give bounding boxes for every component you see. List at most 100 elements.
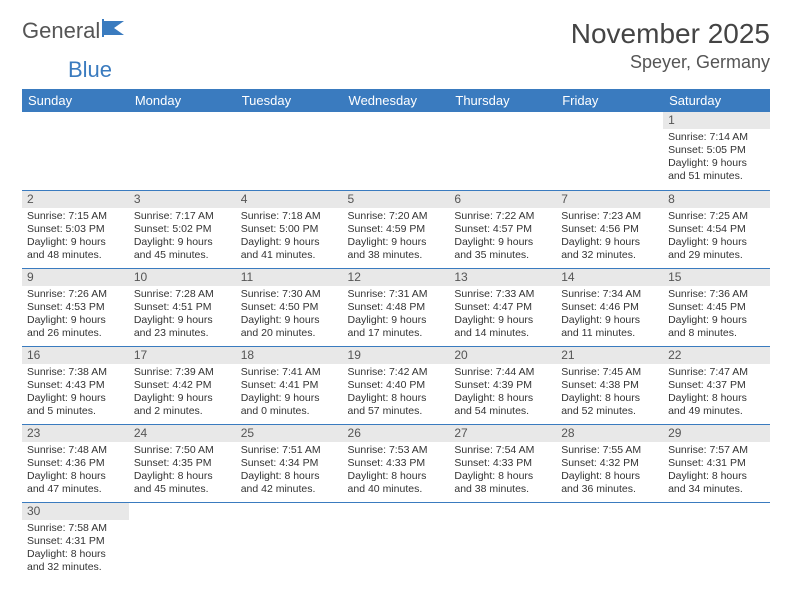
day-number: 5 <box>343 191 450 208</box>
day-cell: 18Sunrise: 7:41 AMSunset: 4:41 PMDayligh… <box>236 346 343 424</box>
day-details: Sunrise: 7:36 AMSunset: 4:45 PMDaylight:… <box>663 286 770 344</box>
day-cell: 29Sunrise: 7:57 AMSunset: 4:31 PMDayligh… <box>663 424 770 502</box>
day-details: Sunrise: 7:58 AMSunset: 4:31 PMDaylight:… <box>22 520 129 578</box>
day-cell: 27Sunrise: 7:54 AMSunset: 4:33 PMDayligh… <box>449 424 556 502</box>
logo-text-general: General <box>22 18 100 44</box>
day-details: Sunrise: 7:25 AMSunset: 4:54 PMDaylight:… <box>663 208 770 266</box>
day-number: 18 <box>236 347 343 364</box>
day-cell: 15Sunrise: 7:36 AMSunset: 4:45 PMDayligh… <box>663 268 770 346</box>
day-cell: 9Sunrise: 7:26 AMSunset: 4:53 PMDaylight… <box>22 268 129 346</box>
day-details: Sunrise: 7:14 AMSunset: 5:05 PMDaylight:… <box>663 129 770 187</box>
calendar-row: 9Sunrise: 7:26 AMSunset: 4:53 PMDaylight… <box>22 268 770 346</box>
empty-cell <box>343 502 450 580</box>
empty-cell <box>556 502 663 580</box>
day-cell: 5Sunrise: 7:20 AMSunset: 4:59 PMDaylight… <box>343 190 450 268</box>
day-cell: 19Sunrise: 7:42 AMSunset: 4:40 PMDayligh… <box>343 346 450 424</box>
day-details: Sunrise: 7:45 AMSunset: 4:38 PMDaylight:… <box>556 364 663 422</box>
day-number: 26 <box>343 425 450 442</box>
day-cell: 3Sunrise: 7:17 AMSunset: 5:02 PMDaylight… <box>129 190 236 268</box>
day-details: Sunrise: 7:17 AMSunset: 5:02 PMDaylight:… <box>129 208 236 266</box>
day-number: 13 <box>449 269 556 286</box>
weekday-header: Friday <box>556 89 663 112</box>
empty-cell <box>556 112 663 190</box>
day-details: Sunrise: 7:55 AMSunset: 4:32 PMDaylight:… <box>556 442 663 500</box>
day-details: Sunrise: 7:50 AMSunset: 4:35 PMDaylight:… <box>129 442 236 500</box>
empty-cell <box>236 502 343 580</box>
day-cell: 4Sunrise: 7:18 AMSunset: 5:00 PMDaylight… <box>236 190 343 268</box>
calendar-row: 1Sunrise: 7:14 AMSunset: 5:05 PMDaylight… <box>22 112 770 190</box>
day-number: 14 <box>556 269 663 286</box>
day-number: 2 <box>22 191 129 208</box>
location: Speyer, Germany <box>571 52 770 73</box>
calendar-body: 1Sunrise: 7:14 AMSunset: 5:05 PMDaylight… <box>22 112 770 580</box>
day-cell: 13Sunrise: 7:33 AMSunset: 4:47 PMDayligh… <box>449 268 556 346</box>
empty-cell <box>129 112 236 190</box>
empty-cell <box>236 112 343 190</box>
day-cell: 1Sunrise: 7:14 AMSunset: 5:05 PMDaylight… <box>663 112 770 190</box>
day-details: Sunrise: 7:22 AMSunset: 4:57 PMDaylight:… <box>449 208 556 266</box>
day-number: 1 <box>663 112 770 129</box>
day-number: 6 <box>449 191 556 208</box>
day-details: Sunrise: 7:18 AMSunset: 5:00 PMDaylight:… <box>236 208 343 266</box>
day-cell: 28Sunrise: 7:55 AMSunset: 4:32 PMDayligh… <box>556 424 663 502</box>
day-details: Sunrise: 7:48 AMSunset: 4:36 PMDaylight:… <box>22 442 129 500</box>
day-details: Sunrise: 7:51 AMSunset: 4:34 PMDaylight:… <box>236 442 343 500</box>
title-block: November 2025 Speyer, Germany <box>571 18 770 73</box>
day-number: 21 <box>556 347 663 364</box>
day-number: 27 <box>449 425 556 442</box>
day-cell: 26Sunrise: 7:53 AMSunset: 4:33 PMDayligh… <box>343 424 450 502</box>
day-details: Sunrise: 7:28 AMSunset: 4:51 PMDaylight:… <box>129 286 236 344</box>
logo: General <box>22 18 128 44</box>
day-details: Sunrise: 7:41 AMSunset: 4:41 PMDaylight:… <box>236 364 343 422</box>
day-details: Sunrise: 7:54 AMSunset: 4:33 PMDaylight:… <box>449 442 556 500</box>
day-details: Sunrise: 7:26 AMSunset: 4:53 PMDaylight:… <box>22 286 129 344</box>
day-details: Sunrise: 7:38 AMSunset: 4:43 PMDaylight:… <box>22 364 129 422</box>
day-details: Sunrise: 7:42 AMSunset: 4:40 PMDaylight:… <box>343 364 450 422</box>
day-cell: 2Sunrise: 7:15 AMSunset: 5:03 PMDaylight… <box>22 190 129 268</box>
weekday-header: Saturday <box>663 89 770 112</box>
empty-cell <box>449 112 556 190</box>
flag-icon <box>102 19 128 37</box>
day-cell: 14Sunrise: 7:34 AMSunset: 4:46 PMDayligh… <box>556 268 663 346</box>
day-details: Sunrise: 7:44 AMSunset: 4:39 PMDaylight:… <box>449 364 556 422</box>
day-number: 11 <box>236 269 343 286</box>
calendar-header-row: SundayMondayTuesdayWednesdayThursdayFrid… <box>22 89 770 112</box>
day-number: 17 <box>129 347 236 364</box>
day-details: Sunrise: 7:30 AMSunset: 4:50 PMDaylight:… <box>236 286 343 344</box>
day-number: 29 <box>663 425 770 442</box>
day-cell: 16Sunrise: 7:38 AMSunset: 4:43 PMDayligh… <box>22 346 129 424</box>
empty-cell <box>343 112 450 190</box>
weekday-header: Thursday <box>449 89 556 112</box>
day-number: 28 <box>556 425 663 442</box>
weekday-header: Wednesday <box>343 89 450 112</box>
day-number: 20 <box>449 347 556 364</box>
day-details: Sunrise: 7:20 AMSunset: 4:59 PMDaylight:… <box>343 208 450 266</box>
weekday-header: Monday <box>129 89 236 112</box>
day-number: 7 <box>556 191 663 208</box>
day-details: Sunrise: 7:33 AMSunset: 4:47 PMDaylight:… <box>449 286 556 344</box>
day-cell: 23Sunrise: 7:48 AMSunset: 4:36 PMDayligh… <box>22 424 129 502</box>
day-number: 30 <box>22 503 129 520</box>
day-cell: 7Sunrise: 7:23 AMSunset: 4:56 PMDaylight… <box>556 190 663 268</box>
day-cell: 17Sunrise: 7:39 AMSunset: 4:42 PMDayligh… <box>129 346 236 424</box>
day-cell: 21Sunrise: 7:45 AMSunset: 4:38 PMDayligh… <box>556 346 663 424</box>
calendar-row: 16Sunrise: 7:38 AMSunset: 4:43 PMDayligh… <box>22 346 770 424</box>
month-title: November 2025 <box>571 18 770 50</box>
day-details: Sunrise: 7:15 AMSunset: 5:03 PMDaylight:… <box>22 208 129 266</box>
day-number: 12 <box>343 269 450 286</box>
day-number: 9 <box>22 269 129 286</box>
day-cell: 11Sunrise: 7:30 AMSunset: 4:50 PMDayligh… <box>236 268 343 346</box>
day-details: Sunrise: 7:23 AMSunset: 4:56 PMDaylight:… <box>556 208 663 266</box>
day-details: Sunrise: 7:39 AMSunset: 4:42 PMDaylight:… <box>129 364 236 422</box>
calendar-row: 2Sunrise: 7:15 AMSunset: 5:03 PMDaylight… <box>22 190 770 268</box>
calendar-table: SundayMondayTuesdayWednesdayThursdayFrid… <box>22 89 770 580</box>
day-number: 4 <box>236 191 343 208</box>
empty-cell <box>129 502 236 580</box>
calendar-row: 23Sunrise: 7:48 AMSunset: 4:36 PMDayligh… <box>22 424 770 502</box>
day-number: 24 <box>129 425 236 442</box>
day-cell: 30Sunrise: 7:58 AMSunset: 4:31 PMDayligh… <box>22 502 129 580</box>
day-number: 25 <box>236 425 343 442</box>
day-cell: 25Sunrise: 7:51 AMSunset: 4:34 PMDayligh… <box>236 424 343 502</box>
day-number: 15 <box>663 269 770 286</box>
day-number: 22 <box>663 347 770 364</box>
